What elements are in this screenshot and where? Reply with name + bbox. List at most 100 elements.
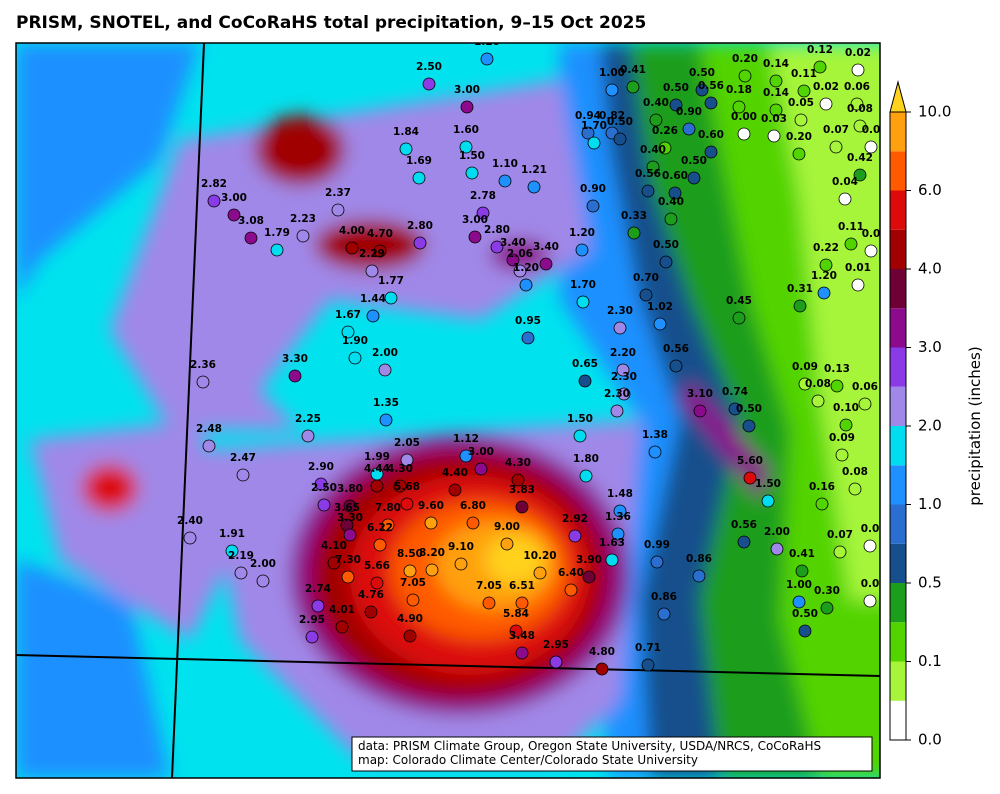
station-value: 2.00 <box>250 558 276 570</box>
station-value: 1.67 <box>335 309 361 321</box>
station-value: 0.01 <box>845 262 871 274</box>
station-value: 3.40 <box>500 237 526 249</box>
station-value: 0.40 <box>640 144 666 156</box>
station-marker <box>454 557 468 571</box>
station-marker <box>657 607 671 621</box>
station-marker <box>480 52 494 66</box>
station-marker <box>564 583 578 597</box>
station-value: 0.40 <box>643 97 669 109</box>
station-marker <box>460 100 474 114</box>
station-marker <box>579 469 593 483</box>
station-marker <box>761 494 775 508</box>
station-value: 1.99 <box>364 451 390 463</box>
station-marker <box>311 599 325 613</box>
station-marker <box>412 171 426 185</box>
station-marker <box>770 542 784 556</box>
colorbar-tick-label: 0.1 <box>918 652 942 670</box>
station-marker <box>682 122 696 136</box>
station-marker <box>317 498 331 512</box>
station-marker <box>743 471 757 485</box>
station-value: 2.06 <box>507 248 533 260</box>
station-value: 2.23 <box>290 213 316 225</box>
station-value: 5.68 <box>394 481 420 493</box>
station-marker <box>863 594 877 608</box>
colorbar: 0.0 0.1 0.5 1.0 2.0 3.0 4.0 6.0 10.0 <box>889 80 951 749</box>
station-marker <box>527 180 541 194</box>
station-marker <box>498 174 512 188</box>
station-marker <box>737 535 751 549</box>
station-marker <box>370 576 384 590</box>
station-marker <box>704 145 718 159</box>
station-value: 2.30 <box>607 305 633 317</box>
station-marker <box>844 237 858 251</box>
station-value: 1.70 <box>570 279 596 291</box>
station-value: 1.50 <box>459 150 485 162</box>
state-border <box>171 43 205 778</box>
station-marker <box>539 257 553 271</box>
station-marker <box>819 97 833 111</box>
station-marker <box>687 171 701 185</box>
station-marker <box>370 479 384 493</box>
station-value: 1.60 <box>453 124 479 136</box>
station-value: 0.09 <box>792 361 818 373</box>
station-value: 0.20 <box>732 53 758 65</box>
station-value: 0.08 <box>847 103 873 115</box>
station-value: 0.65 <box>572 358 598 370</box>
station-value: 1.20 <box>811 270 837 282</box>
station-value: 0.09 <box>829 432 855 444</box>
station-marker <box>851 63 865 77</box>
station-marker <box>653 317 667 331</box>
station-marker <box>393 479 407 493</box>
station-marker <box>704 96 718 110</box>
station-value: 0.50 <box>689 67 715 79</box>
station-value: 3.83 <box>509 484 535 496</box>
station-value: 0.42 <box>847 152 873 164</box>
station-marker <box>581 126 595 140</box>
station-value: 7.05 <box>400 577 426 589</box>
credits-box <box>351 736 873 772</box>
station-marker <box>835 448 849 462</box>
station-marker <box>668 186 682 200</box>
colorbar-band <box>890 151 906 191</box>
station-marker <box>737 127 751 141</box>
station-value: 4.76 <box>358 589 384 601</box>
station-marker <box>664 212 678 226</box>
station-marker <box>400 497 414 511</box>
colorbar-band <box>890 543 906 583</box>
station-value: 3.40 <box>533 241 559 253</box>
station-value: 1.70 <box>581 120 607 132</box>
station-marker <box>732 311 746 325</box>
station-value: 0.0 <box>861 578 880 590</box>
station-marker <box>794 113 808 127</box>
station-marker <box>515 596 529 610</box>
colorbar-tick-label: 6.0 <box>918 181 942 199</box>
station-value: 1.48 <box>607 488 633 500</box>
station-value: 6.80 <box>460 500 486 512</box>
station-value: 1.02 <box>647 301 673 313</box>
station-marker <box>225 544 239 558</box>
station-marker <box>605 553 619 567</box>
station-marker <box>474 462 488 476</box>
station-marker <box>858 397 872 411</box>
credit-data: data: PRISM Climate Group, Oregon State … <box>358 739 821 753</box>
station-marker <box>236 468 250 482</box>
station-value: 0.50 <box>792 608 818 620</box>
station-value: 0.60 <box>662 170 688 182</box>
station-value: 4.70 <box>367 228 393 240</box>
station-value: 1.20 <box>474 36 500 48</box>
station-marker <box>853 168 867 182</box>
station-marker <box>658 141 672 155</box>
station-marker <box>769 74 783 88</box>
station-marker <box>341 570 355 584</box>
station-value: 6.22 <box>367 522 393 534</box>
station-marker <box>549 655 563 669</box>
station-value: 0.56 <box>698 80 724 92</box>
station-value: 2.30 <box>611 371 637 383</box>
station-value: 2.80 <box>484 224 510 236</box>
station-value: 0.41 <box>620 64 646 76</box>
station-marker <box>476 206 490 220</box>
station-value: 4.44 <box>364 463 390 475</box>
station-marker <box>373 244 387 258</box>
station-value: 2.50 <box>416 61 442 73</box>
station-value: 0.33 <box>621 210 647 222</box>
